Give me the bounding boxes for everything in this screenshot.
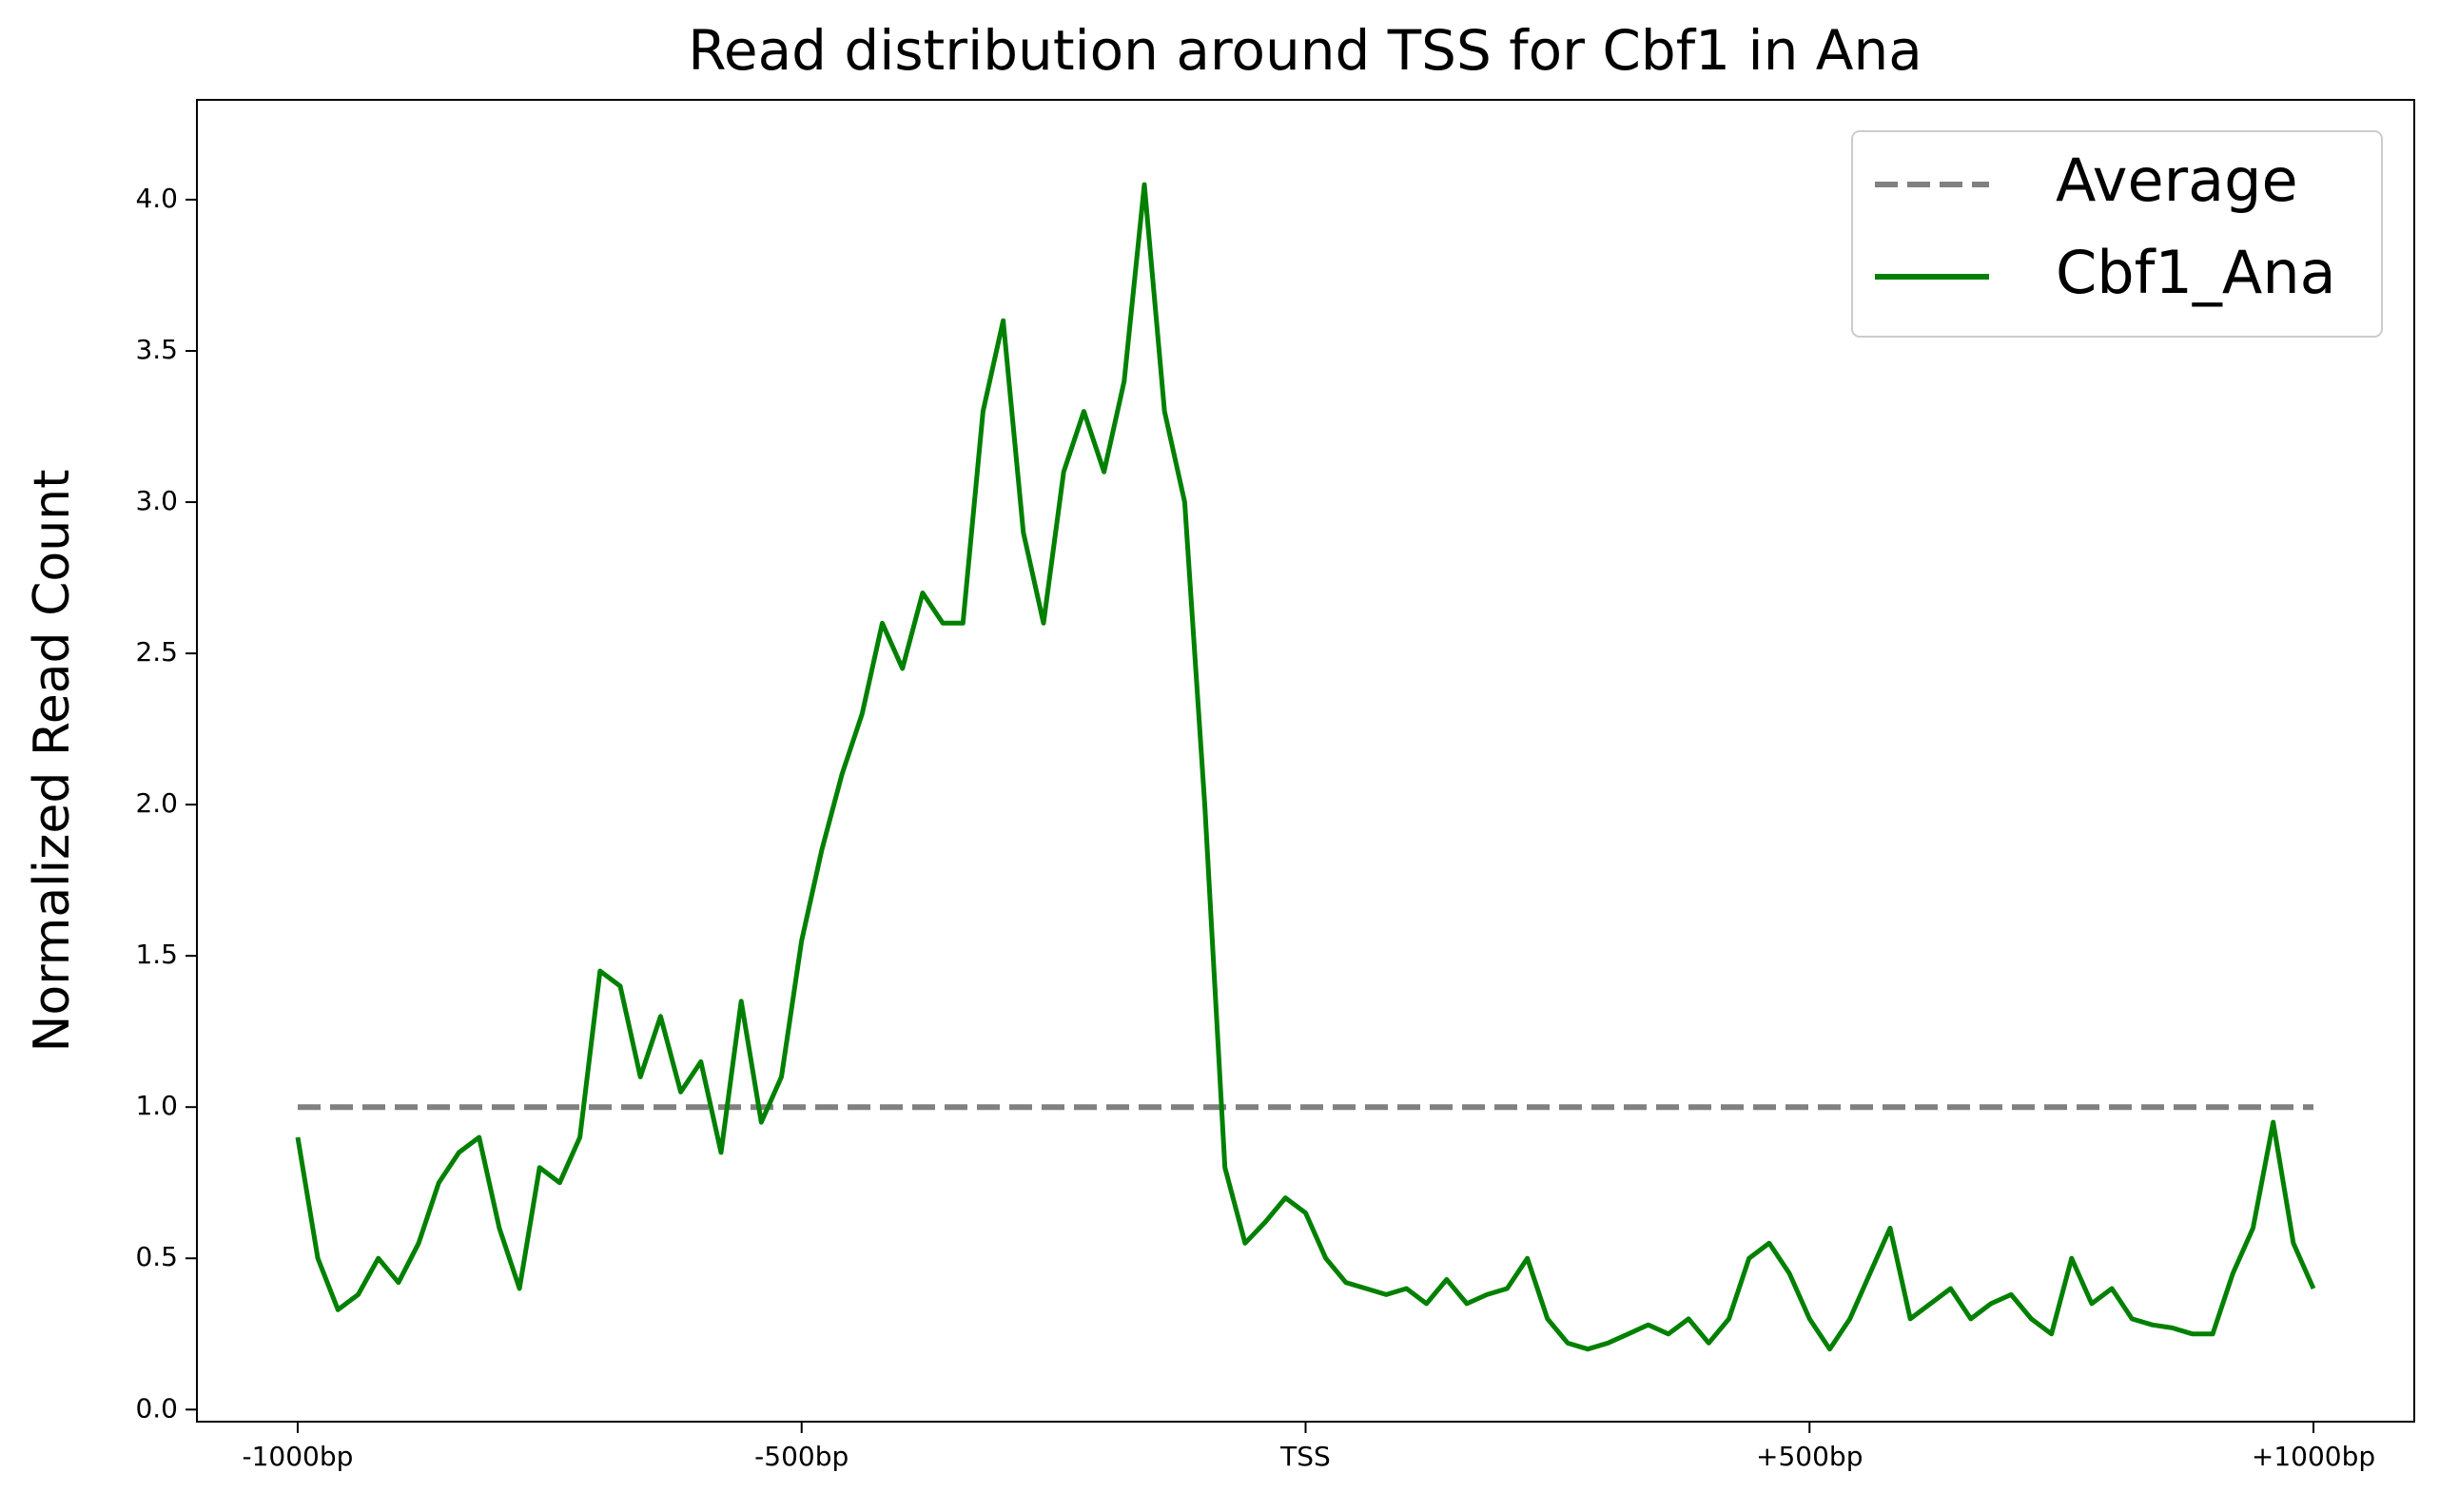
chart-title: Read distribution around TSS for Cbf1 in…: [688, 18, 1922, 83]
y-axis-label: Normalized Read Count: [24, 469, 81, 1052]
y-tick-label: 2.0: [135, 787, 178, 819]
x-tick-label: +500bp: [1756, 1441, 1863, 1472]
y-tick-label: 3.0: [135, 485, 178, 516]
x-tick-label: -500bp: [754, 1441, 849, 1472]
line-series: [295, 182, 2316, 1352]
x-tick-label: +1000bp: [2252, 1441, 2375, 1472]
y-tick-label: 0.5: [135, 1241, 178, 1272]
x-tick-label: TSS: [1279, 1441, 1331, 1472]
y-tick-label: 1.5: [135, 939, 178, 970]
y-tick-label: 3.5: [135, 334, 178, 365]
legend-label: Cbf1_Ana: [2056, 238, 2336, 307]
y-tick-label: 2.5: [135, 636, 178, 668]
plot-frame: [196, 99, 2415, 1423]
y-tick-label: 4.0: [135, 183, 178, 214]
legend-label: Average: [2056, 145, 2298, 215]
y-tick-label: 0.0: [135, 1392, 178, 1424]
x-tick-label: -1000bp: [242, 1441, 353, 1472]
y-tick-label: 1.0: [135, 1090, 178, 1121]
